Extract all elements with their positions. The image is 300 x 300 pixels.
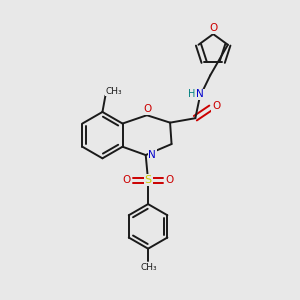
Text: O: O [123, 175, 131, 185]
Text: O: O [212, 101, 220, 111]
Text: O: O [209, 23, 217, 33]
Text: S: S [145, 175, 152, 185]
Text: O: O [165, 175, 174, 185]
Text: O: O [143, 104, 152, 114]
Text: N: N [196, 89, 204, 99]
Text: N: N [148, 150, 156, 160]
Text: H: H [188, 89, 195, 99]
Text: CH₃: CH₃ [141, 263, 157, 272]
Text: CH₃: CH₃ [105, 87, 122, 96]
